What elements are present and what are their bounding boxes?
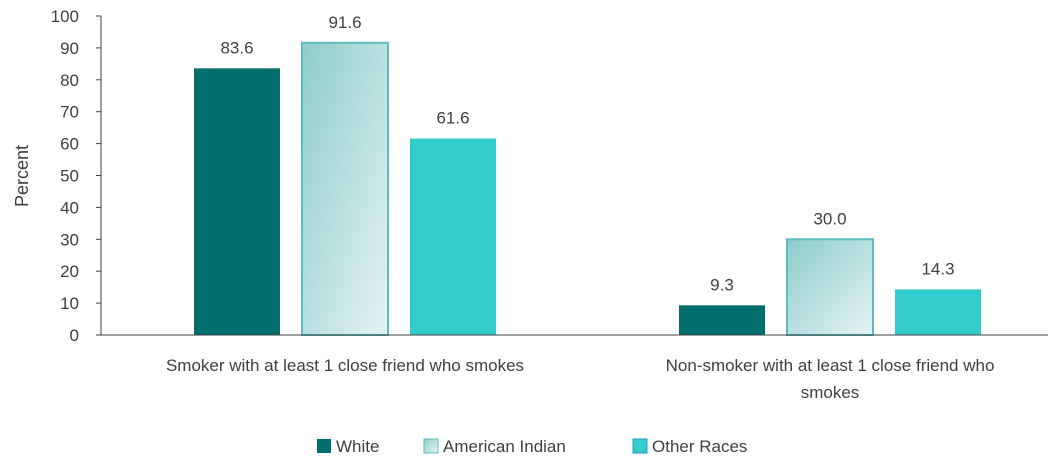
legend-swatch-white xyxy=(317,439,331,453)
bar-american-indian-2 xyxy=(786,238,874,336)
y-axis-ticks: 0 10 20 30 40 50 60 70 80 90 100 xyxy=(51,7,101,345)
category-label: Non-smoker with at least 1 close friend … xyxy=(666,356,995,375)
category-label: smokes xyxy=(801,383,860,402)
bar-other-races-2 xyxy=(895,289,981,335)
data-label: 30.0 xyxy=(813,209,846,228)
y-tick-label: 30 xyxy=(60,230,79,249)
y-tick-label: 40 xyxy=(60,198,79,217)
data-label: 61.6 xyxy=(436,108,469,127)
bar-other-races-1 xyxy=(410,138,496,335)
y-tick-label: 10 xyxy=(60,294,79,313)
y-tick-label: 50 xyxy=(60,167,79,186)
legend-label-white: White xyxy=(336,437,379,456)
category-label: Smoker with at least 1 close friend who … xyxy=(166,356,524,375)
legend-label-american-indian: American Indian xyxy=(443,437,566,456)
data-label: 83.6 xyxy=(220,38,253,57)
data-label: 91.6 xyxy=(328,13,361,32)
y-tick-label: 90 xyxy=(60,39,79,58)
data-labels-group: 83.6 91.6 61.6 9.3 30.0 14.3 xyxy=(220,13,954,295)
category-labels-group: Smoker with at least 1 close friend who … xyxy=(166,356,994,402)
legend: White American Indian Other Races xyxy=(317,437,747,456)
y-tick-label: 100 xyxy=(51,7,79,26)
legend-label-other-races: Other Races xyxy=(652,437,747,456)
legend-swatch-american-indian xyxy=(423,438,439,454)
bars-group xyxy=(194,41,981,337)
bar-american-indian-1 xyxy=(301,41,389,337)
legend-swatch-other-races xyxy=(632,438,648,454)
bar-white-1 xyxy=(194,68,280,335)
y-tick-label: 0 xyxy=(70,326,79,345)
y-tick-label: 70 xyxy=(60,103,79,122)
y-axis-title: Percent xyxy=(12,145,32,207)
y-tick-label: 80 xyxy=(60,71,79,90)
data-label: 14.3 xyxy=(921,259,954,278)
data-label: 9.3 xyxy=(710,275,734,294)
y-tick-label: 20 xyxy=(60,262,79,281)
y-tick-label: 60 xyxy=(60,135,79,154)
bar-white-2 xyxy=(679,305,765,335)
